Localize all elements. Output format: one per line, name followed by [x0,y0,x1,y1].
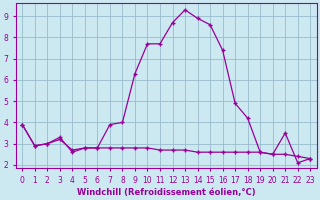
X-axis label: Windchill (Refroidissement éolien,°C): Windchill (Refroidissement éolien,°C) [77,188,256,197]
